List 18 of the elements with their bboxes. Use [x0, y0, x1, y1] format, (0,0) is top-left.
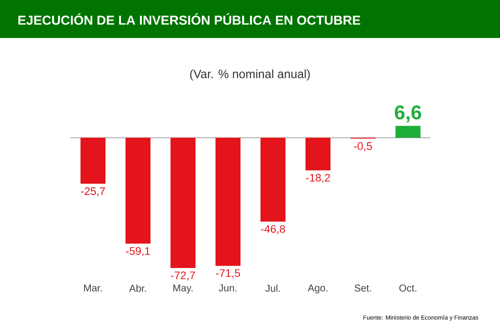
data-label: -72,7	[170, 272, 195, 281]
x-tick-label: Jul.	[265, 284, 280, 292]
data-label: -18,2	[306, 174, 330, 183]
x-tick-label: May.	[173, 284, 193, 294]
data-label: -0,5	[354, 142, 372, 152]
chart-subtitle: (Var. % nominal anual)	[190, 69, 310, 81]
x-tick-label: Mar.	[84, 284, 102, 292]
data-label: 6,6	[394, 105, 422, 122]
data-label: -71,5	[216, 269, 240, 278]
data-label: -25,7	[80, 187, 105, 196]
x-tick-label: Oct.	[399, 284, 416, 292]
x-tick-label: Abr.	[129, 284, 146, 292]
data-label: -46,8	[260, 225, 285, 234]
data-label: -59,1	[126, 247, 150, 256]
x-tick-label: Set.	[354, 284, 371, 292]
x-tick-label: Jun.	[218, 284, 236, 292]
x-tick-label: Ago.	[308, 284, 328, 294]
chart-title: EJECUCIÓN DE LA INVERSIÓN PÚBLICA EN OCTUBRE	[18, 13, 360, 25]
